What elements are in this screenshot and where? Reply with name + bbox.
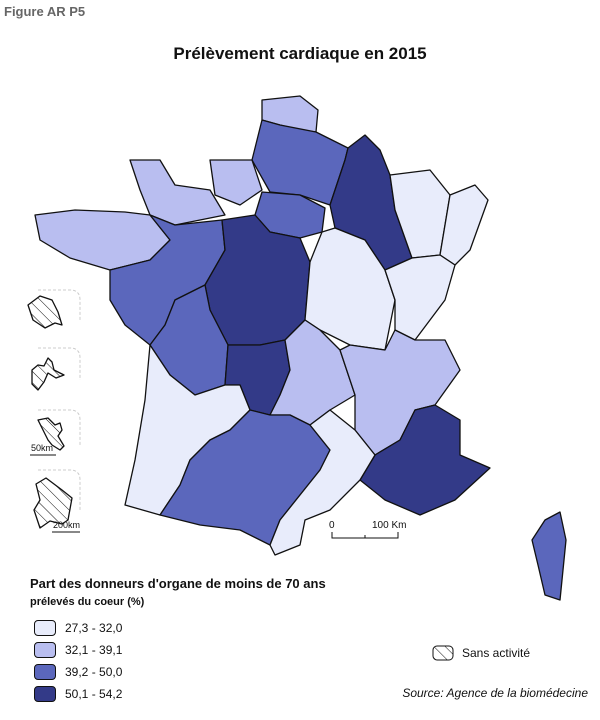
legend-label: 27,3 - 32,0 (65, 621, 123, 635)
legend-swatch (34, 620, 56, 636)
inset-frame (38, 469, 81, 510)
legend-item: 50,1 - 54,2 (34, 685, 122, 703)
scale-label-100km: 100 Km (372, 520, 407, 531)
inset-frame (38, 347, 81, 380)
region-corse: Corse (531, 511, 567, 601)
scale-label-0: 0 (329, 520, 335, 531)
legend-item: 39,2 - 50,0 (34, 663, 122, 681)
hatch-swatch-icon (432, 645, 454, 661)
legend-title: Part des donneurs d'organe de moins de 7… (30, 576, 326, 591)
inset-la-reunion (27, 295, 63, 329)
legend-swatch (34, 642, 56, 658)
legend-swatch (34, 664, 56, 680)
overseas-insets (27, 289, 81, 533)
legend-subtitle: prélevés du coeur (%) (30, 596, 145, 608)
legend-item: 32,1 - 39,1 (34, 641, 122, 659)
legend-no-activity-label: Sans activité (462, 646, 531, 660)
main-scale-bar (331, 532, 399, 539)
legend-item: 27,3 - 32,0 (34, 619, 122, 637)
inset-guyane (33, 477, 73, 529)
figure-label: Figure AR P5 (4, 4, 86, 19)
legend-label: 50,1 - 54,2 (65, 687, 123, 701)
region-alsace: Alsace (439, 184, 489, 266)
inset-scale-label-200km: 200km (53, 520, 81, 530)
region-basse-normandie: Basse-Normandie (129, 159, 226, 226)
map-title: Prélèvement cardiaque en 2015 (173, 44, 427, 63)
region-provence-alpes-cote-d-azur: Provence-Alpes-Côte d'Azur (359, 404, 491, 516)
legend-swatch (34, 686, 56, 702)
source-note: Source: Agence de la biomédecine (402, 686, 588, 700)
legend-no-activity: Sans activité (432, 645, 530, 661)
legend-label: 39,2 - 50,0 (65, 665, 123, 679)
region-haute-normandie: Haute-Normandie (209, 159, 263, 206)
region-languedoc-roussillon: Languedoc-Roussillon (269, 409, 376, 556)
inset-frame (38, 289, 81, 320)
inset-guadeloupe (31, 357, 65, 391)
inset-martinique (37, 417, 65, 451)
inset-scale-label-50km: 50km (31, 443, 54, 453)
inset-frame (38, 409, 81, 445)
region-franche-comte: Franche-Comté (384, 254, 456, 341)
legend-label: 32,1 - 39,1 (65, 643, 123, 657)
